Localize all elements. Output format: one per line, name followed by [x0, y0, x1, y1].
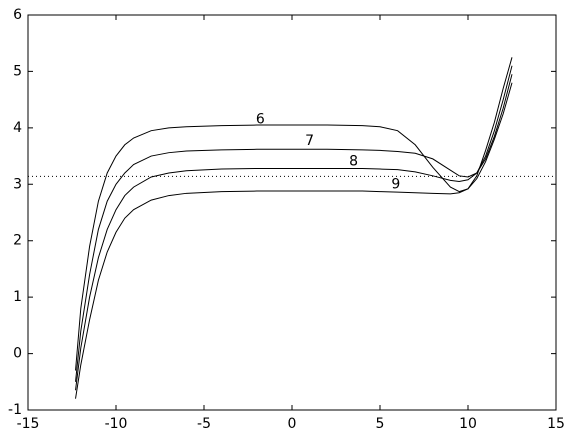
- curve: [75, 74, 513, 391]
- x-tick-label: -5: [197, 416, 211, 432]
- x-tick-label: -10: [105, 416, 128, 432]
- y-tick-label: 1: [13, 289, 22, 305]
- curve-label: 7: [305, 133, 314, 149]
- x-tick-label: 0: [288, 416, 297, 432]
- curve-label: 9: [391, 176, 400, 192]
- y-tick-label: -1: [8, 402, 22, 418]
- curve: [75, 82, 513, 399]
- y-tick-label: 5: [13, 63, 22, 79]
- curve-label: 8: [349, 154, 358, 170]
- curve: [75, 65, 513, 382]
- x-tick-label: -15: [17, 416, 40, 432]
- x-tick-label: 10: [459, 416, 477, 432]
- plot-frame: [27, 14, 557, 411]
- y-tick-label: 3: [13, 176, 22, 192]
- y-tick-label: 4: [13, 120, 22, 136]
- y-tick-label: 2: [13, 233, 22, 249]
- y-tick-label: 0: [13, 346, 22, 362]
- x-tick-label: 15: [547, 416, 565, 432]
- curve-label: 6: [256, 111, 265, 127]
- x-tick-label: 5: [376, 416, 385, 432]
- y-tick-label: 6: [13, 7, 22, 23]
- curve: [75, 57, 513, 371]
